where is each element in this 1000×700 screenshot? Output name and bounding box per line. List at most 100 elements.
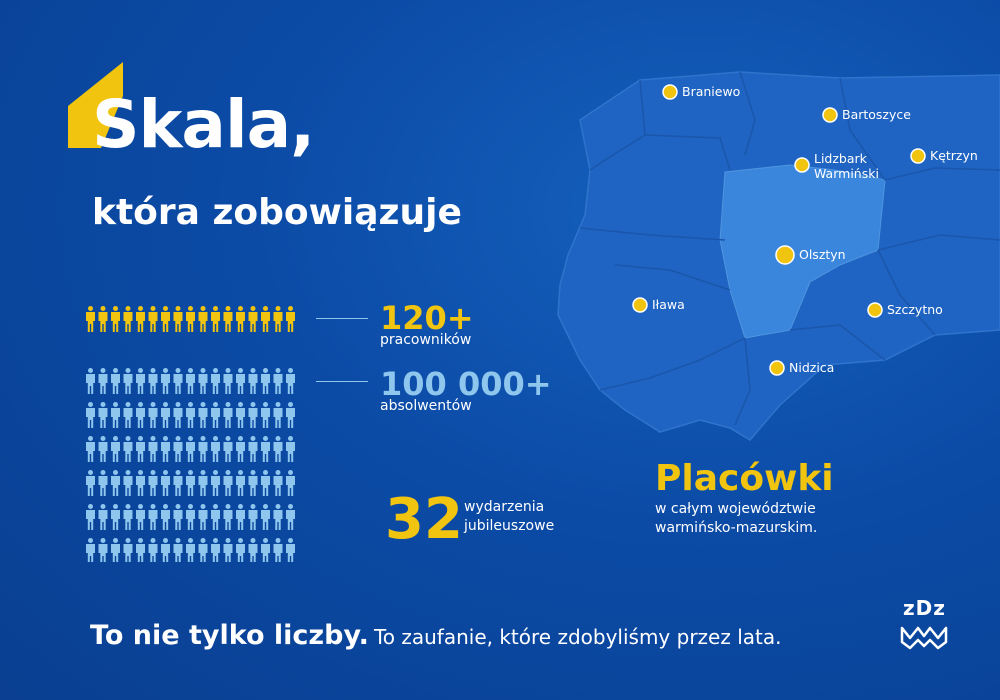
city-label: Nidzica <box>789 360 834 375</box>
person-icon <box>86 368 95 394</box>
person-icon <box>111 504 120 530</box>
person-icon <box>211 436 220 462</box>
person-icon <box>111 538 120 562</box>
person-icon <box>98 436 108 462</box>
footer-line: To nie tylko liczby. To zaufanie, które … <box>90 620 781 651</box>
accent-shape-icon <box>68 62 123 148</box>
events-label-line1: wydarzenia <box>464 499 545 515</box>
person-icon <box>286 436 295 462</box>
person-icon <box>273 402 283 428</box>
person-icon <box>136 402 145 428</box>
person-icon <box>273 436 283 462</box>
person-icon <box>123 504 133 530</box>
person-icon <box>98 306 108 332</box>
person-icon <box>136 470 145 496</box>
city-label: Bartoszyce <box>842 107 911 122</box>
person-icon <box>223 470 233 496</box>
person-icon <box>248 538 258 562</box>
graduates-connector <box>316 381 368 382</box>
person-icon <box>223 368 233 394</box>
person-icon <box>173 368 183 394</box>
person-icon <box>248 306 258 332</box>
person-icon <box>261 538 270 562</box>
person-icon <box>211 402 220 428</box>
employees-people-icons <box>86 306 295 332</box>
person-icon <box>148 470 158 496</box>
person-icon <box>123 470 133 496</box>
city-dot-icon <box>910 148 926 164</box>
person-icon <box>261 470 270 496</box>
map-caption-line1: w całym województwie <box>655 501 816 517</box>
person-icon <box>186 402 195 428</box>
person-icon <box>186 504 195 530</box>
city-dot-icon <box>775 245 795 265</box>
city-label: Olsztyn <box>799 247 846 262</box>
person-icon <box>273 368 283 394</box>
person-icon <box>198 436 208 462</box>
person-icon <box>111 306 120 332</box>
graduates-people-icons <box>86 368 295 562</box>
person-icon <box>173 470 183 496</box>
person-icon <box>236 470 245 496</box>
person-icon <box>223 538 233 562</box>
person-icon <box>123 436 133 462</box>
city-dot-icon <box>867 302 883 318</box>
person-icon <box>161 538 170 562</box>
city-label: Braniewo <box>682 84 740 99</box>
person-icon <box>248 436 258 462</box>
footer-rest-text: To zaufanie, które zdobyliśmy przez lata… <box>373 625 782 649</box>
person-icon <box>211 538 220 562</box>
person-icon <box>123 306 133 332</box>
events-label-line2: jubileuszowe <box>464 518 555 534</box>
person-icon <box>273 306 283 332</box>
city-label: Iława <box>652 297 685 312</box>
employees-value: 120+ <box>380 299 474 337</box>
region-olsztyn <box>719 164 886 339</box>
person-icon <box>86 538 95 562</box>
person-icon <box>223 504 233 530</box>
person-icon <box>161 504 170 530</box>
person-icon <box>173 504 183 530</box>
footer-strong-text: To nie tylko liczby. <box>90 620 369 651</box>
person-icon <box>261 306 270 332</box>
person-icon <box>111 436 120 462</box>
person-icon <box>123 402 133 428</box>
city-dot-icon <box>662 84 678 100</box>
person-icon <box>261 504 270 530</box>
person-icon <box>236 368 245 394</box>
city-label: Szczytno <box>887 302 943 317</box>
employees-label: pracowników <box>380 332 472 348</box>
person-icon <box>286 402 295 428</box>
person-icon <box>173 538 183 562</box>
person-icon <box>123 538 133 562</box>
person-icon <box>211 306 220 332</box>
person-icon <box>286 538 295 562</box>
person-icon <box>136 436 145 462</box>
employees-connector <box>316 318 368 319</box>
person-icon <box>286 368 295 394</box>
city-label: Lidzbark <box>814 151 868 166</box>
graduates-label: absolwentów <box>380 398 472 414</box>
person-icon <box>186 368 195 394</box>
person-icon <box>148 306 158 332</box>
person-icon <box>161 306 170 332</box>
person-icon <box>261 368 270 394</box>
person-icon <box>136 368 145 394</box>
person-icon <box>186 470 195 496</box>
events-value: 32 <box>385 487 463 552</box>
person-icon <box>98 470 108 496</box>
person-icon <box>136 306 145 332</box>
person-icon <box>136 538 145 562</box>
person-icon <box>248 402 258 428</box>
person-icon <box>286 470 295 496</box>
person-icon <box>286 504 295 530</box>
person-icon <box>198 470 208 496</box>
person-icon <box>236 436 245 462</box>
person-icon <box>236 306 245 332</box>
headline-subtitle: która zobowiązuje <box>92 192 462 233</box>
person-icon <box>211 470 220 496</box>
person-icon <box>98 402 108 428</box>
